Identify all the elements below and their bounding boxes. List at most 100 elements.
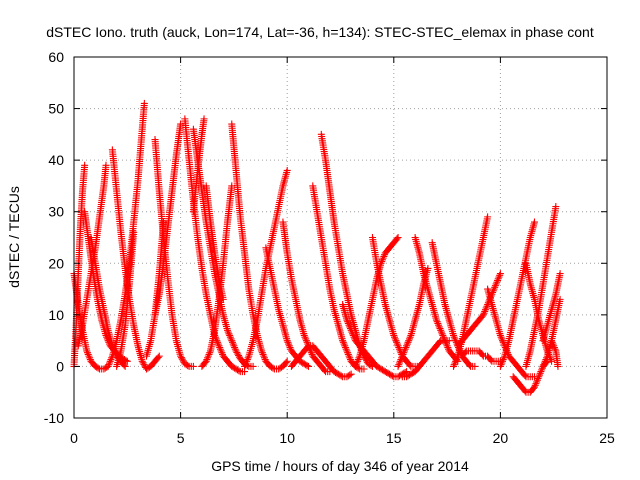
- data-point: [177, 354, 185, 362]
- data-point: [380, 252, 388, 260]
- data-point: [303, 362, 311, 370]
- data-point: [531, 383, 539, 391]
- data-point: [130, 228, 138, 236]
- data-point: [351, 335, 359, 343]
- data-point: [305, 362, 313, 370]
- data-point: [393, 340, 401, 348]
- data-point: [391, 333, 399, 341]
- data-point: [224, 328, 232, 336]
- data-point: [178, 355, 186, 363]
- series-7: [113, 228, 138, 370]
- data-point: [348, 328, 356, 336]
- data-point: [538, 364, 546, 372]
- data-point: [397, 356, 405, 364]
- data-point: [108, 354, 116, 362]
- data-point: [249, 362, 257, 370]
- data-point: [218, 349, 226, 357]
- data-point: [340, 340, 348, 348]
- data-point: [481, 306, 489, 314]
- series-39: [539, 270, 564, 345]
- data-point: [244, 354, 252, 362]
- data-point: [490, 285, 498, 293]
- data-point: [105, 361, 113, 369]
- data-point: [451, 335, 459, 343]
- data-point: [308, 350, 316, 358]
- data-point: [107, 356, 115, 364]
- data-point: [496, 271, 504, 279]
- series-34: [496, 218, 539, 370]
- x-axis-label: GPS time / hours of day 346 of year 2014: [211, 458, 469, 474]
- data-point: [450, 333, 458, 341]
- series-13: [189, 115, 208, 216]
- data-point: [443, 342, 451, 350]
- data-point: [404, 338, 412, 346]
- data-point: [542, 356, 550, 364]
- data-point: [554, 362, 562, 370]
- data-point: [258, 349, 266, 357]
- data-point: [393, 338, 401, 346]
- data-point: [260, 354, 268, 362]
- data-point: [449, 362, 457, 370]
- data-point: [550, 342, 558, 350]
- data-point: [355, 354, 363, 362]
- data-point: [360, 365, 368, 373]
- data-point: [395, 361, 403, 369]
- data-point: [106, 357, 114, 365]
- data-point: [215, 342, 223, 350]
- x-tick-label: 15: [386, 430, 402, 446]
- data-point: [496, 362, 504, 370]
- data-point: [339, 338, 347, 346]
- data-point: [405, 337, 413, 345]
- data-point: [395, 344, 403, 352]
- data-point: [441, 337, 449, 345]
- data-point: [499, 337, 507, 345]
- data-point: [300, 331, 308, 339]
- data-point: [480, 309, 488, 317]
- data-point: [241, 361, 249, 369]
- data-point: [121, 362, 129, 370]
- data-point: [379, 254, 387, 262]
- data-point: [532, 380, 540, 388]
- data-point: [349, 331, 357, 339]
- series-17: [241, 166, 291, 370]
- data-point: [321, 366, 329, 374]
- data-point: [352, 361, 360, 369]
- data-point: [452, 337, 460, 345]
- data-point: [496, 331, 504, 339]
- data-point: [260, 352, 268, 360]
- data-point: [498, 335, 506, 343]
- data-point: [400, 347, 408, 355]
- data-point: [226, 331, 234, 339]
- data-point: [452, 356, 460, 364]
- data-point: [497, 361, 505, 369]
- data-point: [500, 354, 508, 362]
- data-point: [204, 354, 212, 362]
- data-point: [106, 359, 114, 367]
- data-point: [234, 350, 242, 358]
- data-point: [388, 372, 396, 380]
- data-point: [346, 354, 354, 362]
- data-point: [184, 362, 192, 370]
- data-point: [498, 359, 506, 367]
- data-point: [437, 328, 445, 336]
- data-point: [398, 352, 406, 360]
- data-point: [499, 356, 507, 364]
- chart-title: dSTEC Iono. truth (auck, Lon=174, Lat=-3…: [46, 24, 594, 40]
- data-point: [139, 359, 147, 367]
- series-15: [202, 182, 227, 303]
- data-point: [398, 354, 406, 362]
- data-point: [535, 371, 543, 379]
- data-point: [496, 270, 504, 278]
- series-20: [287, 342, 355, 381]
- data-point: [189, 362, 197, 370]
- data-point: [353, 359, 361, 367]
- data-point: [531, 381, 539, 389]
- data-point: [433, 318, 441, 326]
- data-point: [344, 319, 352, 327]
- y-axis-label: dSTEC / TECUs: [6, 186, 22, 288]
- data-point: [484, 213, 492, 221]
- data-point: [120, 361, 128, 369]
- data-point: [177, 352, 185, 360]
- data-point: [424, 264, 432, 272]
- data-point: [390, 331, 398, 339]
